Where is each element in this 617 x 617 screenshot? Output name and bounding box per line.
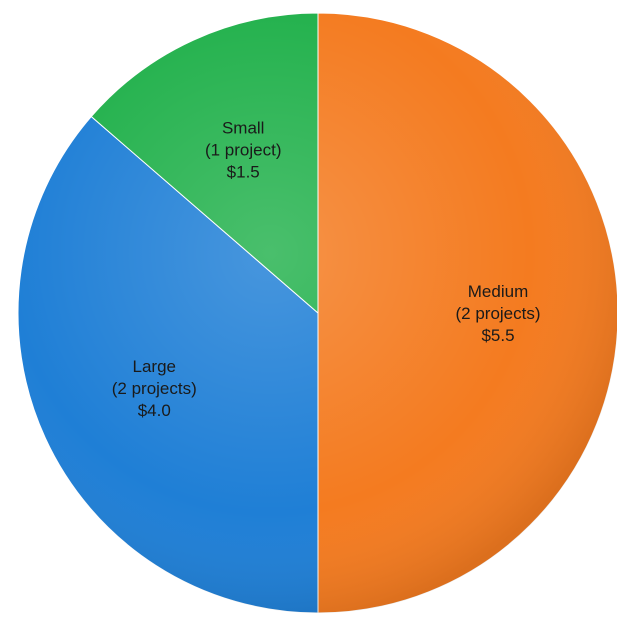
label-medium-value: $5.5 xyxy=(481,326,514,345)
label-small-value: $1.5 xyxy=(227,162,260,181)
pie-labels: Medium (2 projects) $5.5 Large (2 projects) $… xyxy=(112,118,541,420)
label-large-value: $4.0 xyxy=(138,401,171,420)
label-medium-count: (2 projects) xyxy=(455,304,540,323)
label-medium-category: Medium xyxy=(468,282,528,301)
label-large-category: Large xyxy=(133,357,176,376)
label-small-category: Small xyxy=(222,118,265,137)
label-large-count: (2 projects) xyxy=(112,379,197,398)
label-small-count: (1 project) xyxy=(205,140,282,159)
